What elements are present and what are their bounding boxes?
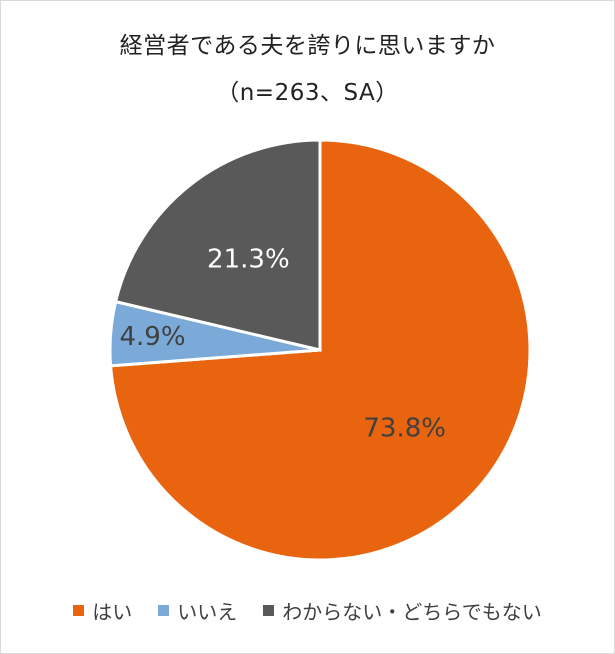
legend-label-2: わからない・どちらでもない [282, 600, 542, 624]
legend-swatch-1 [158, 605, 170, 616]
legend-swatch-0 [73, 605, 85, 616]
data-label-1: 4.9% [119, 322, 185, 352]
data-label-0: 73.8% [363, 414, 446, 444]
legend-item-2: わからない・どちらでもない [263, 596, 542, 625]
legend-item-1: いいえ [158, 596, 237, 625]
legend-label-1: いいえ [177, 600, 238, 624]
chart-legend: はい いいえ わからない・どちらでもない [0, 596, 615, 625]
data-label-2: 21.3% [207, 244, 290, 274]
legend-item-0: はい [73, 596, 132, 625]
legend-label-0: はい [92, 600, 133, 624]
pie-slice-2 [113, 138, 322, 352]
legend-swatch-2 [263, 605, 275, 616]
chart-title: 経営者である夫を誇りに思いますか [119, 33, 496, 59]
chart-subtitle: （n=263、SA） [216, 80, 399, 106]
